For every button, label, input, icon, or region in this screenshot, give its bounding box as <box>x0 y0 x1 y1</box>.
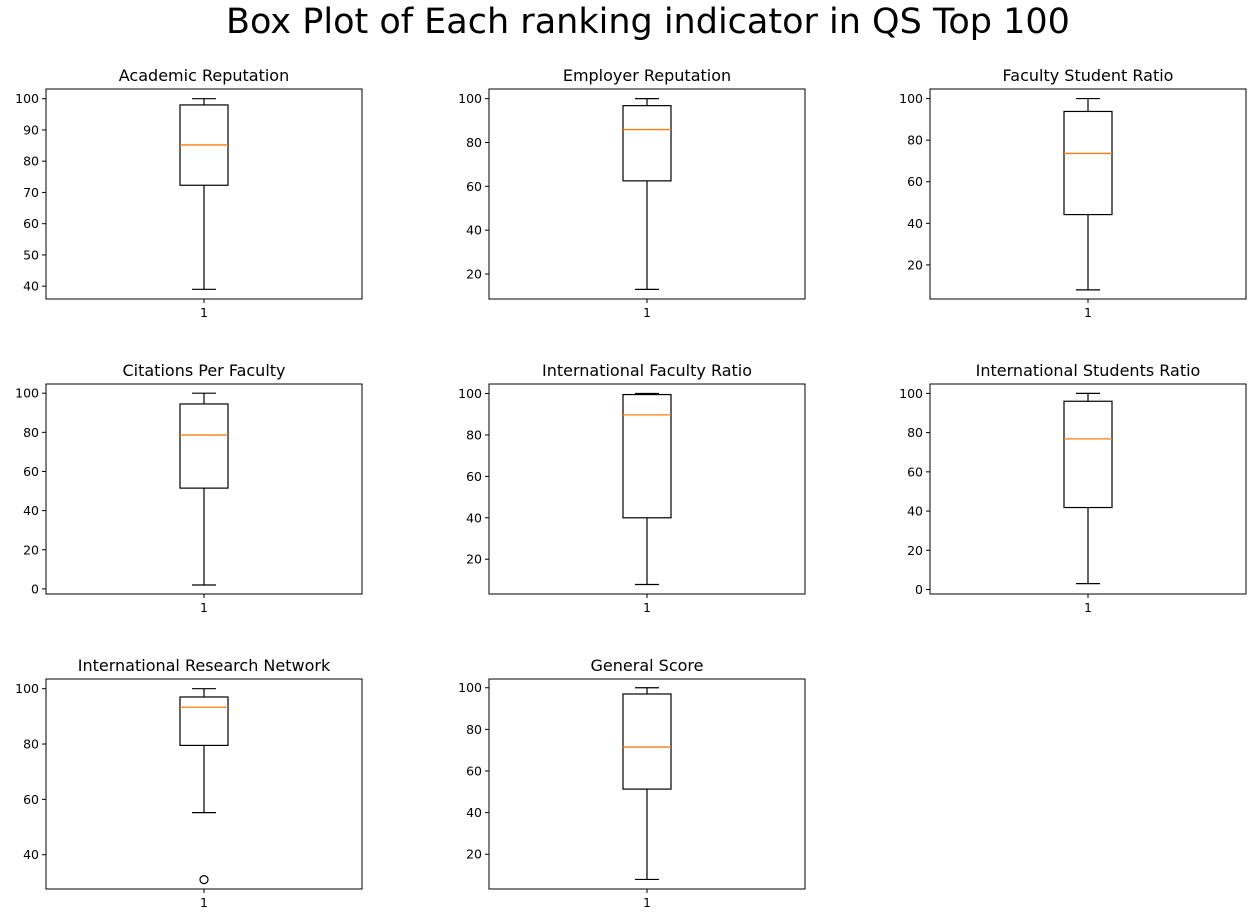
subplot: Employer Reputation 20 40 60 80 100 1 <box>458 66 806 320</box>
subplot: International Research Network 40 60 80 100 1 <box>15 656 363 910</box>
subplot: General Score 20 40 60 80 100 1 <box>458 656 806 910</box>
y-tick-label: 100 <box>899 91 923 106</box>
y-tick-label: 100 <box>458 91 482 106</box>
y-tick-label: 100 <box>15 681 39 696</box>
subplot: Academic Reputation 40 50 60 70 80 90 100 1 <box>15 66 363 320</box>
y-tick-label: 80 <box>466 427 482 442</box>
y-tick-label: 80 <box>23 154 39 169</box>
y-tick-label: 20 <box>23 542 39 557</box>
axes-frame <box>45 88 363 300</box>
subplot-title: International Research Network <box>78 656 331 675</box>
y-tick-label: 100 <box>458 680 482 695</box>
y-tick-label: 80 <box>23 425 39 440</box>
figure-title: Box Plot of Each ranking indicator in QS… <box>226 2 1070 42</box>
y-tick-label: 80 <box>466 135 482 150</box>
y-tick-label: 40 <box>907 504 923 519</box>
y-tick-label: 60 <box>466 179 482 194</box>
y-tick-label: 20 <box>466 552 482 567</box>
y-tick-label: 60 <box>466 469 482 484</box>
axes-frame <box>45 383 363 595</box>
y-tick-label: 20 <box>466 267 482 282</box>
axes-frame <box>929 88 1247 300</box>
y-tick-label: 80 <box>466 722 482 737</box>
y-tick-label: 80 <box>23 737 39 752</box>
y-tick-label: 20 <box>466 847 482 862</box>
y-tick-label: 100 <box>458 386 482 401</box>
x-tick-label: 1 <box>643 305 651 320</box>
y-tick-label: 60 <box>466 763 482 778</box>
subplot-title: International Students Ratio <box>976 361 1201 380</box>
y-tick-label: 60 <box>907 174 923 189</box>
x-tick-label: 1 <box>200 895 208 910</box>
y-tick-label: 100 <box>15 91 39 106</box>
x-tick-label: 1 <box>643 895 651 910</box>
x-tick-label: 1 <box>1084 600 1092 615</box>
y-tick-label: 50 <box>23 247 39 262</box>
y-tick-label: 40 <box>466 223 482 238</box>
subplot-title: General Score <box>591 656 704 675</box>
box <box>1063 400 1113 509</box>
subplot-title: Academic Reputation <box>119 66 289 85</box>
y-tick-label: 0 <box>915 582 923 597</box>
y-tick-label: 100 <box>15 386 39 401</box>
subplot-title: Faculty Student Ratio <box>1003 66 1174 85</box>
y-tick-label: 20 <box>907 257 923 272</box>
axes-frame <box>45 678 363 890</box>
x-tick-label: 1 <box>1084 305 1092 320</box>
y-tick-label: 40 <box>466 805 482 820</box>
subplot: Faculty Student Ratio 20 40 60 80 100 1 <box>899 66 1247 320</box>
y-tick-label: 40 <box>907 216 923 231</box>
x-tick-label: 1 <box>643 600 651 615</box>
box <box>179 403 229 489</box>
axes-frame <box>488 383 806 595</box>
y-tick-label: 40 <box>466 510 482 525</box>
outlier-point <box>199 874 209 885</box>
box <box>179 696 229 747</box>
y-tick-label: 0 <box>31 581 39 596</box>
box <box>622 393 672 519</box>
y-tick-label: 80 <box>907 425 923 440</box>
box <box>622 693 672 790</box>
y-tick-label: 80 <box>907 133 923 148</box>
x-tick-label: 1 <box>200 305 208 320</box>
subplot: International Faculty Ratio 20 40 60 80 100 1 <box>458 361 806 615</box>
y-tick-label: 60 <box>23 464 39 479</box>
y-tick-label: 40 <box>23 847 39 862</box>
subplot-title: Citations Per Faculty <box>122 361 285 380</box>
axes-frame <box>488 88 806 300</box>
subplot: International Students Ratio 0 20 40 60 80 100… <box>899 361 1247 615</box>
y-tick-label: 60 <box>23 216 39 231</box>
y-tick-label: 70 <box>23 185 39 200</box>
y-tick-label: 40 <box>23 279 39 294</box>
x-tick-label: 1 <box>200 600 208 615</box>
axes-frame <box>488 678 806 890</box>
y-tick-label: 40 <box>23 503 39 518</box>
y-tick-label: 90 <box>23 122 39 137</box>
axes-frame <box>929 383 1247 595</box>
subplot: Citations Per Faculty 0 20 40 60 80 100 1 <box>15 361 363 615</box>
y-tick-label: 20 <box>907 543 923 558</box>
subplot-title: International Faculty Ratio <box>542 361 752 380</box>
y-tick-label: 60 <box>23 792 39 807</box>
box <box>622 105 672 182</box>
subplot-title: Employer Reputation <box>563 66 731 85</box>
y-tick-label: 60 <box>907 464 923 479</box>
box <box>1063 110 1113 216</box>
y-tick-label: 100 <box>899 386 923 401</box>
